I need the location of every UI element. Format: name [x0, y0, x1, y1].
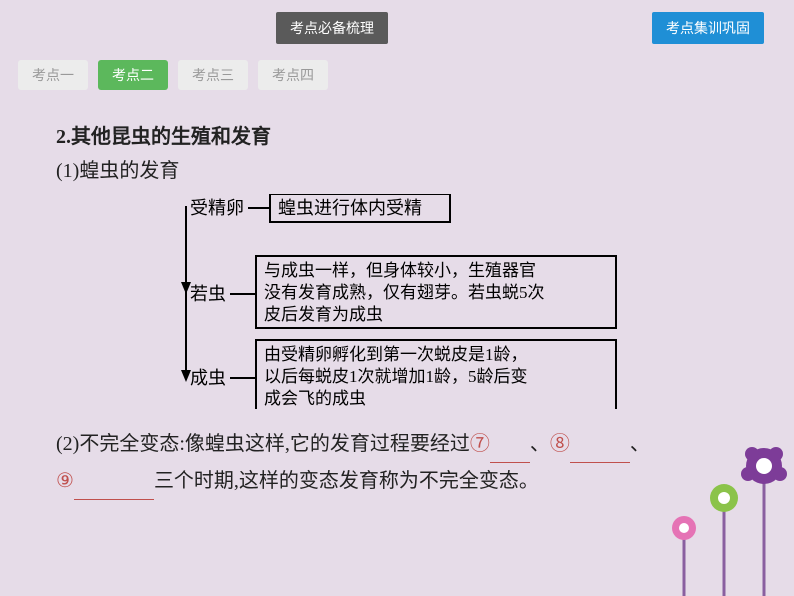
- main-content: 2.其他昆虫的生殖和发育 (1)蝗虫的发育 受精卵 蝗虫进行体内受精 若虫 与成…: [56, 120, 756, 500]
- blank-8[interactable]: [570, 426, 630, 463]
- heading-number: 2.: [56, 126, 71, 148]
- blank-marker-8: ⑧: [550, 433, 570, 455]
- blank-marker-7: ⑦: [470, 433, 490, 455]
- diagram-node-3-desc-l3: 成会飞的成虫: [264, 389, 366, 408]
- diagram-node-1-label: 受精卵: [190, 198, 244, 218]
- heading-title: 其他昆虫的生殖和发育: [71, 126, 271, 148]
- fill-suffix: 三个时期,这样的变态发育称为不完全变态。: [154, 470, 539, 492]
- diagram-node-2-desc-l2: 没有发育成熟，仅有翅芽。若虫蜕5次: [264, 282, 545, 302]
- tab-topic-3[interactable]: 考点三: [178, 60, 248, 90]
- separator-1: 、: [530, 433, 550, 455]
- blank-marker-9: ⑨: [56, 470, 74, 492]
- section-heading: 2.其他昆虫的生殖和发育: [56, 120, 756, 154]
- locust-development-diagram: 受精卵 蝗虫进行体内受精 若虫 与成虫一样，但身体较小，生殖器官 没有发育成熟，…: [156, 194, 756, 420]
- diagram-node-1-desc: 蝗虫进行体内受精: [278, 198, 422, 218]
- practice-button[interactable]: 考点集训巩固: [652, 12, 764, 44]
- diagram-svg: 受精卵 蝗虫进行体内受精 若虫 与成虫一样，但身体较小，生殖器官 没有发育成熟，…: [156, 194, 656, 409]
- decorative-flowers-icon: [624, 446, 794, 596]
- diagram-node-3-label: 成虫: [190, 368, 226, 388]
- topic-tabs: 考点一 考点二 考点三 考点四: [18, 60, 328, 90]
- tab-topic-4[interactable]: 考点四: [258, 60, 328, 90]
- diagram-node-3-desc-l2: 以后每蜕皮1次就增加1龄，5龄后变: [264, 367, 528, 386]
- blank-7[interactable]: [490, 426, 530, 463]
- subheading-1: (1)蝗虫的发育: [56, 154, 756, 188]
- diagram-node-2-desc-l1: 与成虫一样，但身体较小，生殖器官: [264, 261, 536, 280]
- tab-topic-1[interactable]: 考点一: [18, 60, 88, 90]
- review-button[interactable]: 考点必备梳理: [276, 12, 388, 44]
- diagram-node-3-desc-l1: 由受精卵孵化到第一次蜕皮是1龄，: [264, 345, 528, 364]
- tab-topic-2[interactable]: 考点二: [98, 60, 168, 90]
- fill-prefix: (2)不完全变态:像蝗虫这样,它的发育过程要经过: [56, 433, 470, 455]
- diagram-node-2-desc-l3: 皮后发育为成虫: [264, 305, 383, 324]
- diagram-node-2-label: 若虫: [190, 284, 226, 304]
- blank-9[interactable]: [74, 463, 154, 500]
